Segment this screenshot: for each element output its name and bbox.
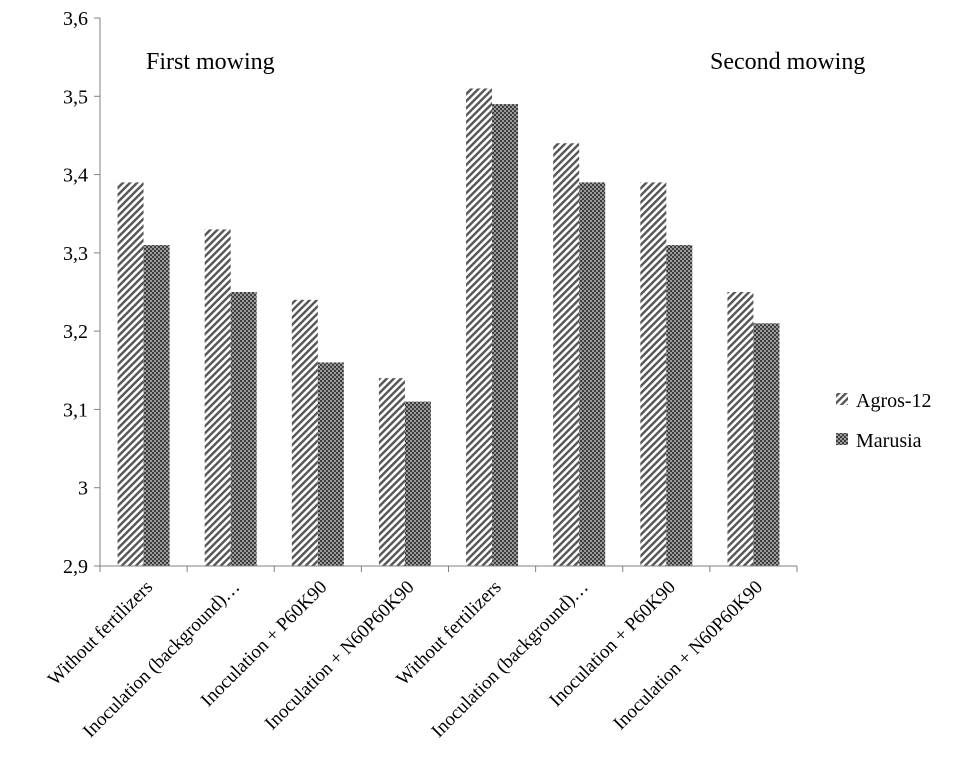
bar-agros-12-3 xyxy=(291,299,318,566)
y-tick-label: 3 xyxy=(78,478,88,500)
bar-agros-12-6 xyxy=(553,143,580,566)
bar-agros-12-1 xyxy=(117,182,144,566)
y-tick-label: 3,3 xyxy=(63,243,88,265)
legend-label-agros-12: Agros-12 xyxy=(856,390,932,412)
bar-marusia-1 xyxy=(143,245,170,566)
bar-marusia-4 xyxy=(404,401,431,566)
y-tick-labels: 2,9 3 3,1 3,2 3,3 3,4 3,5 3,6 xyxy=(63,8,88,578)
bar-agros-12-4 xyxy=(378,378,405,566)
x-tick-label: Inoculation (background)… xyxy=(79,577,244,742)
legend-label-marusia: Marusia xyxy=(856,430,922,452)
y-tick-label: 3,6 xyxy=(63,8,88,30)
legend: Agros-12 Marusia xyxy=(836,390,932,452)
bar-agros-12-8 xyxy=(727,292,754,566)
x-tick-label: Inoculation (background)… xyxy=(428,577,593,742)
bar-marusia-5 xyxy=(492,104,519,566)
x-tick-label: Inoculation + N60P60K90 xyxy=(261,577,419,735)
bar-agros-12-2 xyxy=(204,229,231,566)
y-tick-label: 3,1 xyxy=(63,399,88,421)
y-tick-label: 2,9 xyxy=(63,556,88,578)
y-tick-label: 3,4 xyxy=(63,165,88,187)
bar-marusia-8 xyxy=(753,323,780,566)
bar-marusia-2 xyxy=(230,292,257,566)
bar-agros-12-5 xyxy=(466,88,493,566)
annotation-second-mowing: Second mowing xyxy=(710,49,865,75)
bar-marusia-3 xyxy=(317,362,344,566)
annotation-first-mowing: First mowing xyxy=(146,49,275,75)
axes-group xyxy=(94,17,798,572)
bar-marusia-6 xyxy=(579,182,606,566)
bars-group xyxy=(117,88,780,566)
x-tick-label: Inoculation + N60P60K90 xyxy=(609,577,767,735)
bar-agros-12-7 xyxy=(640,182,667,566)
y-tick-label: 3,2 xyxy=(63,321,88,343)
bar-marusia-7 xyxy=(666,245,693,566)
y-tick-label: 3,5 xyxy=(63,86,88,108)
legend-swatch-marusia xyxy=(836,433,848,445)
legend-swatch-agros-12 xyxy=(836,393,848,405)
